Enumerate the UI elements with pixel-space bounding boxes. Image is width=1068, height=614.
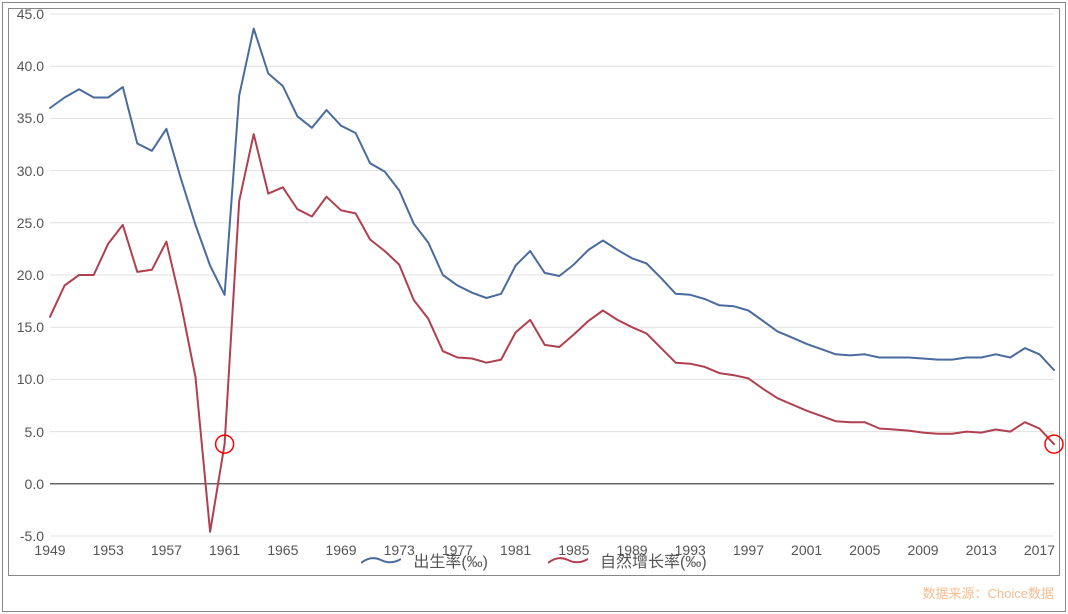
legend-item-growth-rate: 自然增长率(‰): [548, 548, 707, 572]
source-text: 数据来源：Choice数据: [923, 583, 1054, 602]
legend: 出生率(‰) 自然增长率(‰): [0, 548, 1068, 572]
series-line: [50, 29, 1054, 370]
y-tick-label: 40.0: [17, 58, 44, 74]
y-tick-label: 15.0: [17, 319, 44, 335]
y-tick-label: 5.0: [25, 424, 44, 440]
y-tick-label: 35.0: [17, 110, 44, 126]
plot-area: -5.00.05.010.015.020.025.030.035.040.045…: [50, 14, 1054, 536]
series-line: [50, 134, 1054, 532]
legend-swatch-birth-rate: [361, 553, 401, 567]
y-tick-label: 30.0: [17, 163, 44, 179]
y-tick-label: 0.0: [25, 476, 44, 492]
legend-item-birth-rate: 出生率(‰): [361, 548, 488, 572]
legend-swatch-growth-rate: [548, 553, 588, 567]
y-tick-label: 20.0: [17, 267, 44, 283]
legend-label-birth-rate: 出生率(‰): [413, 548, 488, 572]
y-tick-label: 10.0: [17, 371, 44, 387]
legend-label-growth-rate: 自然增长率(‰): [600, 548, 707, 572]
chart-svg: [50, 14, 1054, 536]
y-tick-label: 45.0: [17, 6, 44, 22]
y-tick-label: 25.0: [17, 215, 44, 231]
chart-container: -5.00.05.010.015.020.025.030.035.040.045…: [0, 0, 1068, 614]
